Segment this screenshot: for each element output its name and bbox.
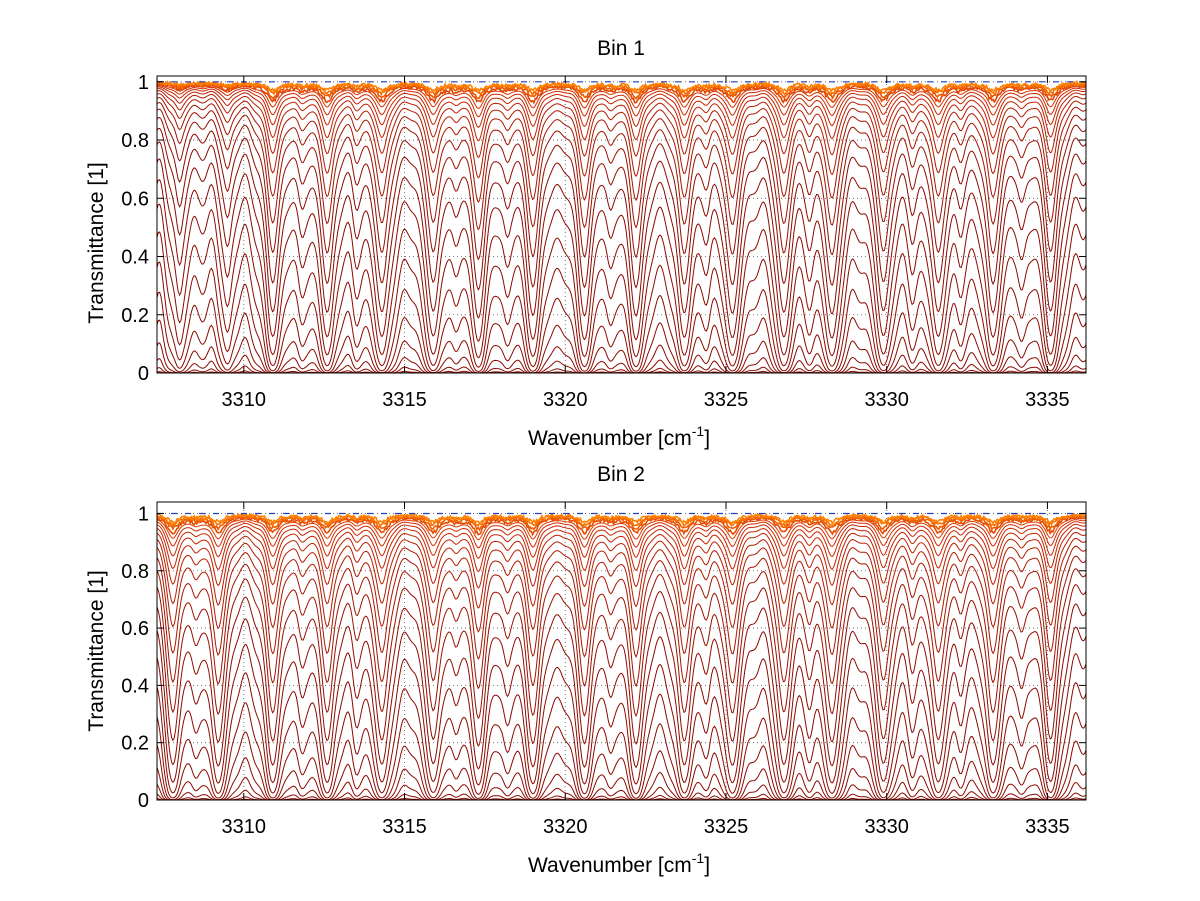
ticks: 3310 3315 3320 3325 3330 3335 0 0.2 0.4 0.6 0.8 1: [121, 72, 1086, 411]
y-tick-label: 1: [138, 72, 149, 94]
y-tick-label: 0.4: [121, 247, 149, 269]
y-axis-label: Transmittance [1]: [85, 162, 108, 323]
axes-box: [156, 501, 1087, 801]
transmittance-line: [156, 626, 1087, 786]
transmittance-line: [156, 584, 1087, 747]
x-tick-label: 3315: [382, 389, 427, 411]
x-axis-label: Wavenumber [cm-1]: [528, 423, 710, 450]
transmittance-line: [156, 527, 1087, 589]
transmittance-line: [156, 108, 1087, 261]
y-tick-label: 0.4: [121, 675, 149, 697]
transmittance-line: [156, 512, 1087, 526]
transmittance-line: [156, 88, 1087, 142]
transmittance-line: [156, 537, 1087, 633]
transmittance-line: [156, 97, 1087, 203]
y-tick-label: 0.2: [121, 733, 149, 755]
transmittance-line: [156, 652, 1087, 795]
transmittance-line: [156, 711, 1087, 801]
x-tick-label: 3335: [1025, 389, 1070, 411]
plot-area: 3310 3315 3320 3325 3330 3335 0 0.2 0.4 0.6 0.8 1: [121, 501, 1087, 838]
y-tick-label: 0.6: [121, 188, 149, 210]
transmittance-line: [156, 523, 1087, 573]
x-tick-label: 3320: [543, 389, 588, 411]
subplot-bin-1: Bin 1 3310 3315 3320 3325 3330 3335 0 0.2 0.4 0.6…: [85, 37, 1087, 450]
transmittance-line: [156, 519, 1087, 549]
transmittance-line: [156, 127, 1087, 319]
y-tick-label: 0.8: [121, 561, 149, 583]
transmittance-line: [156, 203, 1087, 372]
transmittance-line: [156, 179, 1087, 368]
ticks: 3310 3315 3320 3325 3330 3335 0 0.2 0.4 0.6 0.8 1: [121, 502, 1086, 838]
y-tick-label: 0.6: [121, 618, 149, 640]
chart-title: Bin 1: [597, 37, 645, 60]
x-axis-label-end: ]: [704, 854, 710, 877]
subplot-bin-2: Bin 2 3310 3315 3320 3325 3330 3335 0 0.2 0.4 0.6…: [85, 463, 1087, 877]
transmittance-line: [156, 93, 1087, 179]
x-tick-label: 3330: [864, 816, 909, 838]
transmittance-line: [156, 79, 1087, 94]
transmittance-line: [156, 231, 1087, 374]
x-tick-label: 3335: [1025, 816, 1070, 838]
transmittance-line: [156, 545, 1087, 660]
transmittance-line: [156, 555, 1087, 690]
x-axis-label-superscript: -1: [692, 423, 705, 439]
y-tick-label: 1: [138, 503, 149, 525]
transmittance-line: [156, 740, 1087, 801]
x-tick-label: 3325: [704, 816, 749, 838]
transmittance-line: [156, 682, 1087, 799]
x-axis-label-main: Wavenumber [cm: [528, 854, 692, 877]
axes-box: [156, 75, 1087, 374]
y-tick-label: 0.2: [121, 305, 149, 327]
y-tick-label: 0: [138, 790, 149, 812]
x-tick-label: 3310: [222, 816, 267, 838]
transmittance-line: [156, 141, 1087, 343]
x-axis-label: Wavenumber [cm-1]: [528, 850, 710, 877]
transmittance-line: [156, 531, 1087, 609]
x-tick-label: 3325: [704, 389, 749, 411]
x-axis-label-end: ]: [704, 427, 710, 450]
transmittance-line: [156, 84, 1087, 110]
x-axis-label-main: Wavenumber [cm: [528, 427, 692, 450]
transmittance-line: [156, 568, 1087, 720]
transmittance-line: [156, 102, 1087, 231]
transmittance-line: [156, 603, 1087, 770]
y-tick-label: 0: [138, 363, 149, 385]
y-axis-label: Transmittance [1]: [85, 570, 108, 731]
transmittance-line: [156, 514, 1087, 537]
x-tick-label: 3310: [222, 389, 267, 411]
transmittance-line: [156, 90, 1087, 159]
x-tick-label: 3330: [864, 389, 909, 411]
x-axis-label-superscript: -1: [692, 850, 705, 866]
x-tick-label: 3320: [543, 816, 588, 838]
x-tick-label: 3315: [382, 816, 427, 838]
y-tick-label: 0.8: [121, 130, 149, 152]
chart-title: Bin 2: [597, 463, 645, 486]
transmittance-line: [156, 85, 1087, 118]
transmittance-line: [156, 86, 1087, 129]
plot-area: 3310 3315 3320 3325 3330 3335 0 0.2 0.4 0.6 0.8 1: [121, 72, 1087, 411]
transmittance-line: [156, 261, 1087, 374]
transmittance-line: [156, 117, 1087, 291]
transmittance-line: [156, 158, 1087, 359]
transmittance-line: [156, 521, 1087, 559]
